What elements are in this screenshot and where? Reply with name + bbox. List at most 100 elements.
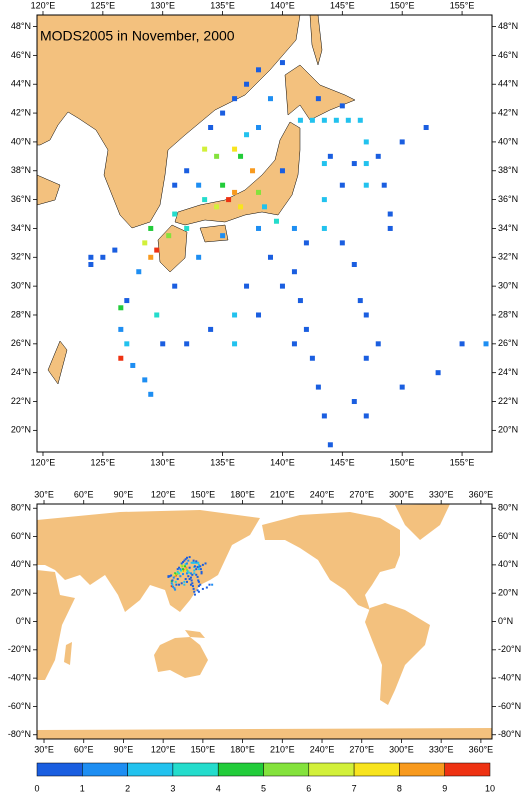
x-tick-label: 30°E xyxy=(34,489,54,499)
y-tick-label: -80°N xyxy=(8,729,31,739)
data-cell xyxy=(375,341,381,347)
data-cell xyxy=(193,593,196,596)
x-tick-label: 155°E xyxy=(450,457,475,467)
data-cell xyxy=(148,254,154,260)
colorbar-segment xyxy=(353,762,400,777)
data-cell xyxy=(321,117,327,123)
data-cell xyxy=(191,585,194,588)
data-cell xyxy=(267,254,273,260)
data-cell xyxy=(244,283,250,289)
x-tick-label: 240°E xyxy=(310,489,335,499)
x-tick-label: 330°E xyxy=(429,489,454,499)
data-cell xyxy=(187,571,190,574)
frame xyxy=(36,14,493,453)
data-cell xyxy=(154,247,160,253)
y-tick-label: 0°N xyxy=(16,616,31,626)
data-cell xyxy=(399,384,405,390)
data-cell xyxy=(191,573,194,576)
x-tick-label: 210°E xyxy=(270,744,295,754)
data-cell xyxy=(197,568,200,571)
data-cell xyxy=(321,161,327,167)
y-tick-label: 38°N xyxy=(498,165,518,175)
x-tick-label: 360°E xyxy=(469,744,494,754)
data-cell xyxy=(220,233,226,239)
data-cell xyxy=(250,168,256,174)
data-cell xyxy=(88,254,94,260)
data-cell xyxy=(244,132,250,138)
land-top xyxy=(37,15,356,385)
data-cell xyxy=(208,326,214,332)
data-cell xyxy=(184,558,187,561)
data-cell xyxy=(172,182,178,188)
data-cell xyxy=(197,561,200,564)
data-cell xyxy=(185,580,188,583)
x-tick-label: 145°E xyxy=(330,457,355,467)
data-cell xyxy=(435,370,441,376)
data-cell xyxy=(173,587,176,590)
y-tick-label: -40°N xyxy=(498,673,521,683)
data-cell xyxy=(192,587,195,590)
y-tick-label: 24°N xyxy=(11,367,31,377)
data-cell xyxy=(202,146,208,152)
colorbar-label: 6 xyxy=(306,783,311,793)
data-cell xyxy=(279,60,285,66)
data-cell xyxy=(178,566,181,569)
data-cell xyxy=(232,146,238,152)
x-tick-label: 150°E xyxy=(191,744,216,754)
x-tick-label: 360°E xyxy=(469,489,494,499)
data-cell xyxy=(174,580,177,583)
data-cell xyxy=(196,182,202,188)
y-tick-label: 26°N xyxy=(498,338,518,348)
data-cell xyxy=(200,572,203,575)
y-tick-label: 30°N xyxy=(498,281,518,291)
data-cell xyxy=(180,582,183,585)
data-cell xyxy=(232,312,238,318)
data-cell xyxy=(357,117,363,123)
data-cell xyxy=(118,355,124,361)
data-cell xyxy=(186,570,189,573)
data-cell xyxy=(303,326,309,332)
colorbar-label: 10 xyxy=(485,783,495,793)
data-cell xyxy=(185,562,188,565)
y-tick-label: 0°N xyxy=(498,616,513,626)
y-tick-label: -60°N xyxy=(498,701,521,711)
data-cell xyxy=(183,580,186,583)
y-tick-label: 48°N xyxy=(498,21,518,31)
data-cell xyxy=(171,583,174,586)
data-cell xyxy=(309,355,315,361)
data-cell xyxy=(204,562,207,565)
data-cell xyxy=(220,110,226,116)
data-cell xyxy=(175,583,178,586)
data-cell xyxy=(199,583,202,586)
colorbar-label: 0 xyxy=(34,783,39,793)
y-tick-label: -40°N xyxy=(8,673,31,683)
data-cell xyxy=(273,218,279,224)
data-cell xyxy=(188,556,191,559)
data-cell xyxy=(351,262,357,268)
data-cell xyxy=(188,578,191,581)
data-cell xyxy=(315,384,321,390)
data-cell xyxy=(238,204,244,210)
data-cell xyxy=(256,312,262,318)
data-cell xyxy=(197,565,200,568)
y-tick-label: 80°N xyxy=(498,503,518,513)
colorbar-segment xyxy=(399,762,445,777)
data-cell xyxy=(262,204,267,210)
data-cell xyxy=(184,168,190,174)
data-cell xyxy=(185,568,188,571)
y-tick-label: 40°N xyxy=(11,559,31,569)
x-tick-label: 120°E xyxy=(31,457,56,467)
y-tick-label: 22°N xyxy=(11,396,31,406)
data-cell xyxy=(191,561,194,564)
data-cell xyxy=(327,153,333,159)
data-cell xyxy=(339,182,345,188)
data-cell xyxy=(197,585,200,588)
data-cell xyxy=(193,565,196,568)
data-cell xyxy=(188,566,191,569)
data-cell xyxy=(181,570,184,573)
data-cell xyxy=(178,572,181,575)
x-tick-label: 180°E xyxy=(230,489,255,499)
data-cell xyxy=(238,153,244,159)
data-cell xyxy=(193,569,196,572)
x-tick-label: 330°E xyxy=(429,744,454,754)
